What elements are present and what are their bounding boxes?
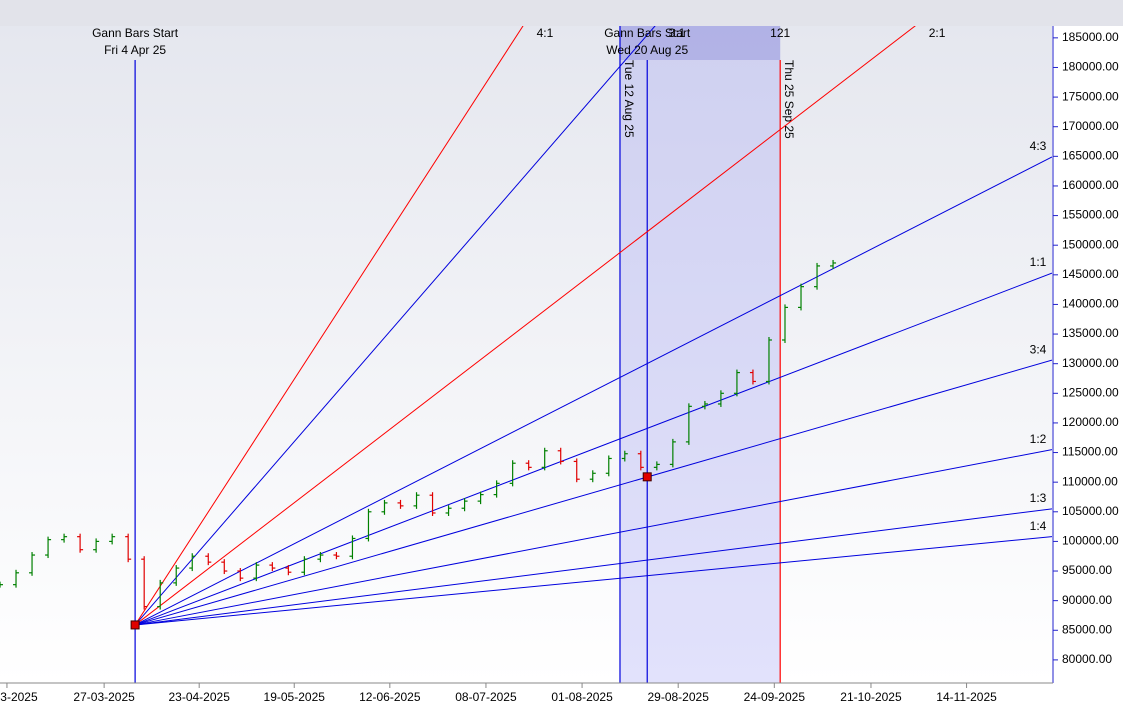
fan-label: 1:4 — [1030, 519, 1047, 533]
fan-line — [134, 26, 524, 626]
y-tick-label: 115000.00 — [1062, 445, 1118, 459]
fan-label: 3:4 — [1030, 342, 1047, 356]
overlay: Gann Bars Start Fri 4 Apr 25 Tue 12 Aug 25… — [92, 26, 1047, 630]
x-tick-label: 21-10-2025 — [840, 690, 902, 704]
y-tick-label: 155000.00 — [1062, 208, 1119, 222]
y-tick-label: 185000.00 — [1062, 30, 1119, 44]
fan-line — [135, 449, 1052, 626]
y-tick-label: 80000.00 — [1062, 652, 1112, 666]
x-tick-label: 29-08-2025 — [647, 690, 709, 704]
y-tick-label: 145000.00 — [1062, 267, 1119, 281]
fan-label: 4:3 — [1030, 139, 1047, 153]
fan-label: 1:2 — [1030, 432, 1047, 446]
fan-label: 1:1 — [1030, 255, 1047, 269]
marker-date: Thu 25 Sep 25 — [782, 60, 796, 139]
fan-line — [135, 536, 1052, 626]
marker-count: 121 — [770, 26, 790, 40]
plot — [0, 26, 1052, 683]
fan-line — [134, 359, 1052, 626]
y-tick-label: 130000.00 — [1062, 356, 1119, 370]
top-strip — [0, 0, 1123, 26]
y-tick-label: 170000.00 — [1062, 119, 1119, 133]
fan-label: 1:3 — [1030, 491, 1047, 505]
y-tick-label: 165000.00 — [1062, 149, 1119, 163]
plot-area — [0, 0, 1052, 683]
marker-date: Tue 12 Aug 25 — [622, 60, 636, 138]
fan-label: 4:1 — [537, 26, 554, 40]
x-tick-label: 01-08-2025 — [551, 690, 613, 704]
y-tick-label: 180000.00 — [1062, 60, 1119, 74]
y-tick-label: 110000.00 — [1062, 474, 1118, 488]
y-tick-label: 150000.00 — [1062, 237, 1119, 251]
marker-date: Wed 20 Aug 25 — [606, 43, 688, 57]
time-span — [619, 26, 781, 683]
marker-date: Fri 4 Apr 25 — [104, 43, 166, 57]
fan-line — [134, 26, 656, 626]
fan-label: 3:1 — [669, 26, 686, 40]
y-tick-label: 90000.00 — [1062, 593, 1112, 607]
y-tick-label: 100000.00 — [1062, 534, 1119, 548]
x-tick-label: 14-11-2025 — [936, 690, 997, 704]
fan-origin — [130, 620, 140, 630]
y-tick-label: 95000.00 — [1062, 563, 1112, 577]
x-tick-label: 03-03-2025 — [0, 690, 38, 704]
x-tick-label: 27-03-2025 — [73, 690, 135, 704]
y-tick-label: 120000.00 — [1062, 415, 1119, 429]
x-tick-label: 19-05-2025 — [264, 690, 326, 704]
fan-label: 2:1 — [929, 26, 946, 40]
y-tick-label: 85000.00 — [1062, 622, 1112, 636]
y-tick-label: 175000.00 — [1062, 89, 1119, 103]
x-tick-label: 23-04-2025 — [168, 690, 230, 704]
y-tick-label: 125000.00 — [1062, 385, 1119, 399]
y-tick-label: 105000.00 — [1062, 504, 1119, 518]
x-tick-label: 12-06-2025 — [359, 690, 421, 704]
y-tick-label: 135000.00 — [1062, 326, 1119, 340]
fan-line — [134, 26, 916, 626]
y-tick-label: 140000.00 — [1062, 297, 1119, 311]
x-tick-label: 24-09-2025 — [744, 690, 806, 704]
marker-title: Gann Bars Start — [604, 26, 691, 40]
fan-line — [134, 156, 1052, 626]
marker-title: Gann Bars Start — [92, 26, 179, 40]
y-tick-label: 160000.00 — [1062, 178, 1119, 192]
fan-line — [135, 508, 1052, 626]
time-span-header — [619, 26, 781, 60]
x-tick-label: 08-07-2025 — [455, 690, 517, 704]
fan-pivot — [642, 472, 652, 482]
